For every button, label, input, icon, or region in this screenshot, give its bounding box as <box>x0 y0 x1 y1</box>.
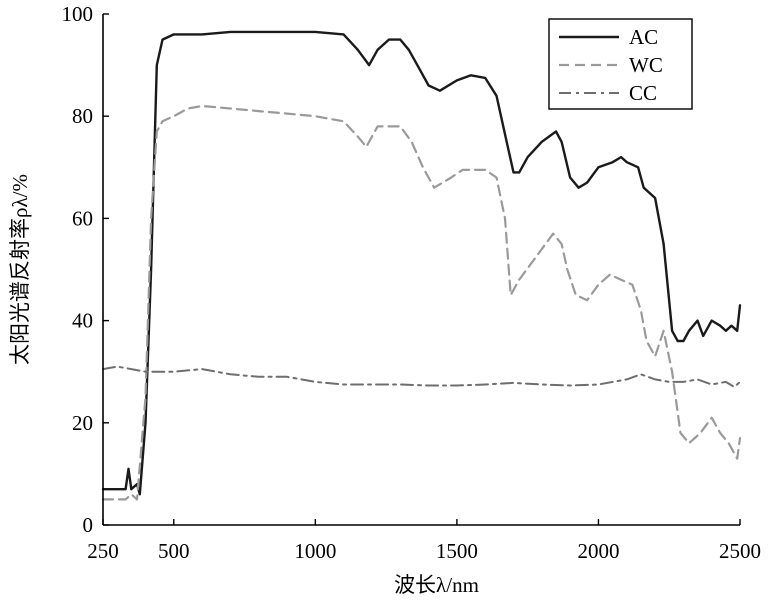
x-tick-label: 2000 <box>577 539 619 563</box>
y-tick-label: 60 <box>72 206 93 230</box>
series-line-cc <box>102 365 741 388</box>
x-tick-label: 500 <box>158 539 190 563</box>
y-tick-label: 20 <box>72 411 93 435</box>
y-tick-label: 80 <box>72 104 93 128</box>
plot-area <box>101 30 742 501</box>
legend: AC WC CC <box>548 18 693 110</box>
series-line-ac <box>101 30 742 496</box>
x-axis-title: 波长λ/nm <box>394 573 479 597</box>
x-tick-label: 1500 <box>436 539 478 563</box>
legend-label-cc: CC <box>629 81 657 105</box>
x-tick-label: 250 <box>87 539 119 563</box>
x-tick-label: 1000 <box>294 539 336 563</box>
legend-box <box>548 18 693 110</box>
x-tick-label: 2500 <box>719 539 761 563</box>
y-tick-label: 40 <box>72 309 93 333</box>
series-line-wc <box>101 104 742 501</box>
legend-label-wc: WC <box>629 53 663 77</box>
axes: 0 20 40 60 80 100 250 500 1000 1500 2000 2500 波长λ/nm… <box>8 2 761 597</box>
y-tick-label: 0 <box>83 513 94 537</box>
y-tick-label: 100 <box>62 2 94 26</box>
y-axis-title: 太阳光谱反射率ρλ/% <box>8 174 32 365</box>
legend-label-ac: AC <box>629 25 658 49</box>
